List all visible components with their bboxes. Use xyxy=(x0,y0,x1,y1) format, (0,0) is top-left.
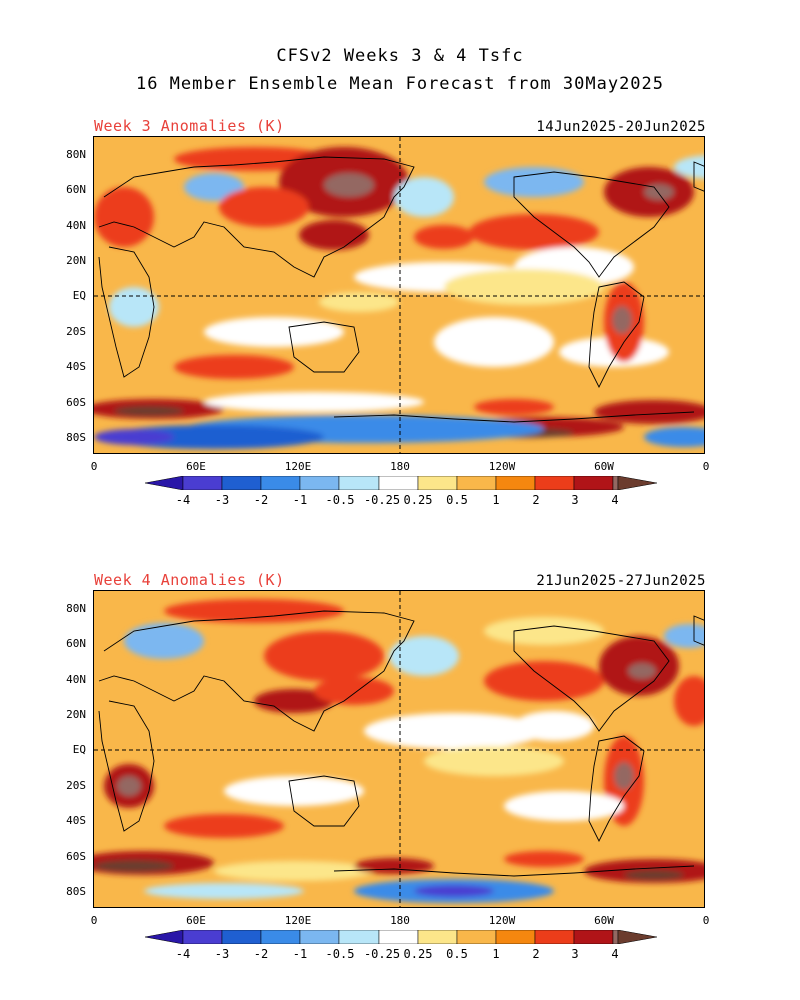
panel1-lon-label-60e: 60E xyxy=(186,460,206,473)
panel2-cbar-label-m2: -2 xyxy=(253,947,269,961)
panel1-lat-label-20n: 20N xyxy=(66,254,86,267)
panel2-cbar-label-m4: -4 xyxy=(175,947,191,961)
panel1-title: Week 3 Anomalies (K) xyxy=(94,117,285,135)
panel1-cbar-label-05: 0.5 xyxy=(446,493,468,507)
week3-anomaly-map xyxy=(93,136,705,454)
panel1-cbar-label-m2: -2 xyxy=(253,493,269,507)
panel1-lat-label-40s: 40S xyxy=(66,360,86,373)
panel2-cbar-label-05: 0.5 xyxy=(446,947,468,961)
panel2-lat-label-60n: 60N xyxy=(66,637,86,650)
panel2-lon-label-60e: 60E xyxy=(186,914,206,927)
panel2-cbar-label-2: 2 xyxy=(532,947,540,961)
panel1-lon-label-0: 0 xyxy=(90,460,98,473)
panel2-lat-label-60s: 60S xyxy=(66,850,86,863)
panel2-title: Week 4 Anomalies (K) xyxy=(94,571,285,589)
panel2-lat-label-80s: 80S xyxy=(66,885,86,898)
week4-anomaly-map xyxy=(93,590,705,908)
panel1-cbar-label-4: 4 xyxy=(611,493,619,507)
panel2-cbar-label-3: 3 xyxy=(571,947,579,961)
panel1-lat-label-80s: 80S xyxy=(66,431,86,444)
panel1-lat-label-80n: 80N xyxy=(66,148,86,161)
week4-map-field xyxy=(94,591,704,907)
panel2-lon-label-120e: 120E xyxy=(284,914,312,927)
panel2-lon-label-0: 0 xyxy=(90,914,98,927)
panel1-lat-label-60s: 60S xyxy=(66,396,86,409)
panel1-cbar-label-2: 2 xyxy=(532,493,540,507)
panel1-lat-label-20s: 20S xyxy=(66,325,86,338)
panel2-lon-label-180: 180 xyxy=(390,914,410,927)
panel1-cbar-label-3: 3 xyxy=(571,493,579,507)
panel2-lat-label-80n: 80N xyxy=(66,602,86,615)
panel1-cbar-label-m025: -0.25 xyxy=(363,493,401,507)
panel2-lat-label-40n: 40N xyxy=(66,673,86,686)
panel1-lon-label-120w: 120W xyxy=(488,460,516,473)
panel1-lat-label-40n: 40N xyxy=(66,219,86,232)
panel2-cbar-label-025: 0.25 xyxy=(403,947,433,961)
panel2-cbar-label-m1: -1 xyxy=(292,947,308,961)
panel1-cbar-label-m05: -0.5 xyxy=(325,493,355,507)
panel2-date-range: 21Jun2025-27Jun2025 xyxy=(536,573,706,589)
panel2-lat-label-40s: 40S xyxy=(66,814,86,827)
panel2-cbar-label-m05: -0.5 xyxy=(325,947,355,961)
panel2-lon-label-60w: 60W xyxy=(594,914,614,927)
panel2-cbar-label-1: 1 xyxy=(492,947,500,961)
week3-map-field xyxy=(94,137,704,453)
panel2-cbar-label-4: 4 xyxy=(611,947,619,961)
panel1-lon-label-180: 180 xyxy=(390,460,410,473)
panel1-cbar-label-m3: -3 xyxy=(214,493,230,507)
panel1-cbar-label-025: 0.25 xyxy=(403,493,433,507)
panel1-cbar-label-m4: -4 xyxy=(175,493,191,507)
main-title-line1: CFSv2 Weeks 3 & 4 Tsfc xyxy=(276,46,524,66)
panel2-lat-label-eq: EQ xyxy=(72,743,86,756)
panel1-lat-label-60n: 60N xyxy=(66,183,86,196)
panel1-lon-label-120e: 120E xyxy=(284,460,312,473)
panel1-lon-label-60w: 60W xyxy=(594,460,614,473)
panel2-cbar-label-m025: -0.25 xyxy=(363,947,401,961)
panel2-lat-label-20n: 20N xyxy=(66,708,86,721)
panel2-lon-label-0-east: 0 xyxy=(702,914,710,927)
panel2-lat-label-20s: 20S xyxy=(66,779,86,792)
panel1-cbar-label-1: 1 xyxy=(492,493,500,507)
week3-colorbar xyxy=(145,476,657,490)
panel2-cbar-label-m3: -3 xyxy=(214,947,230,961)
week4-colorbar xyxy=(145,930,657,944)
panel1-cbar-label-m1: -1 xyxy=(292,493,308,507)
main-title-line2: 16 Member Ensemble Mean Forecast from 30… xyxy=(135,74,665,94)
panel2-lon-label-120w: 120W xyxy=(488,914,516,927)
panel1-date-range: 14Jun2025-20Jun2025 xyxy=(536,119,706,135)
panel1-lat-label-eq: EQ xyxy=(72,289,86,302)
panel1-lon-label-0-east: 0 xyxy=(702,460,710,473)
